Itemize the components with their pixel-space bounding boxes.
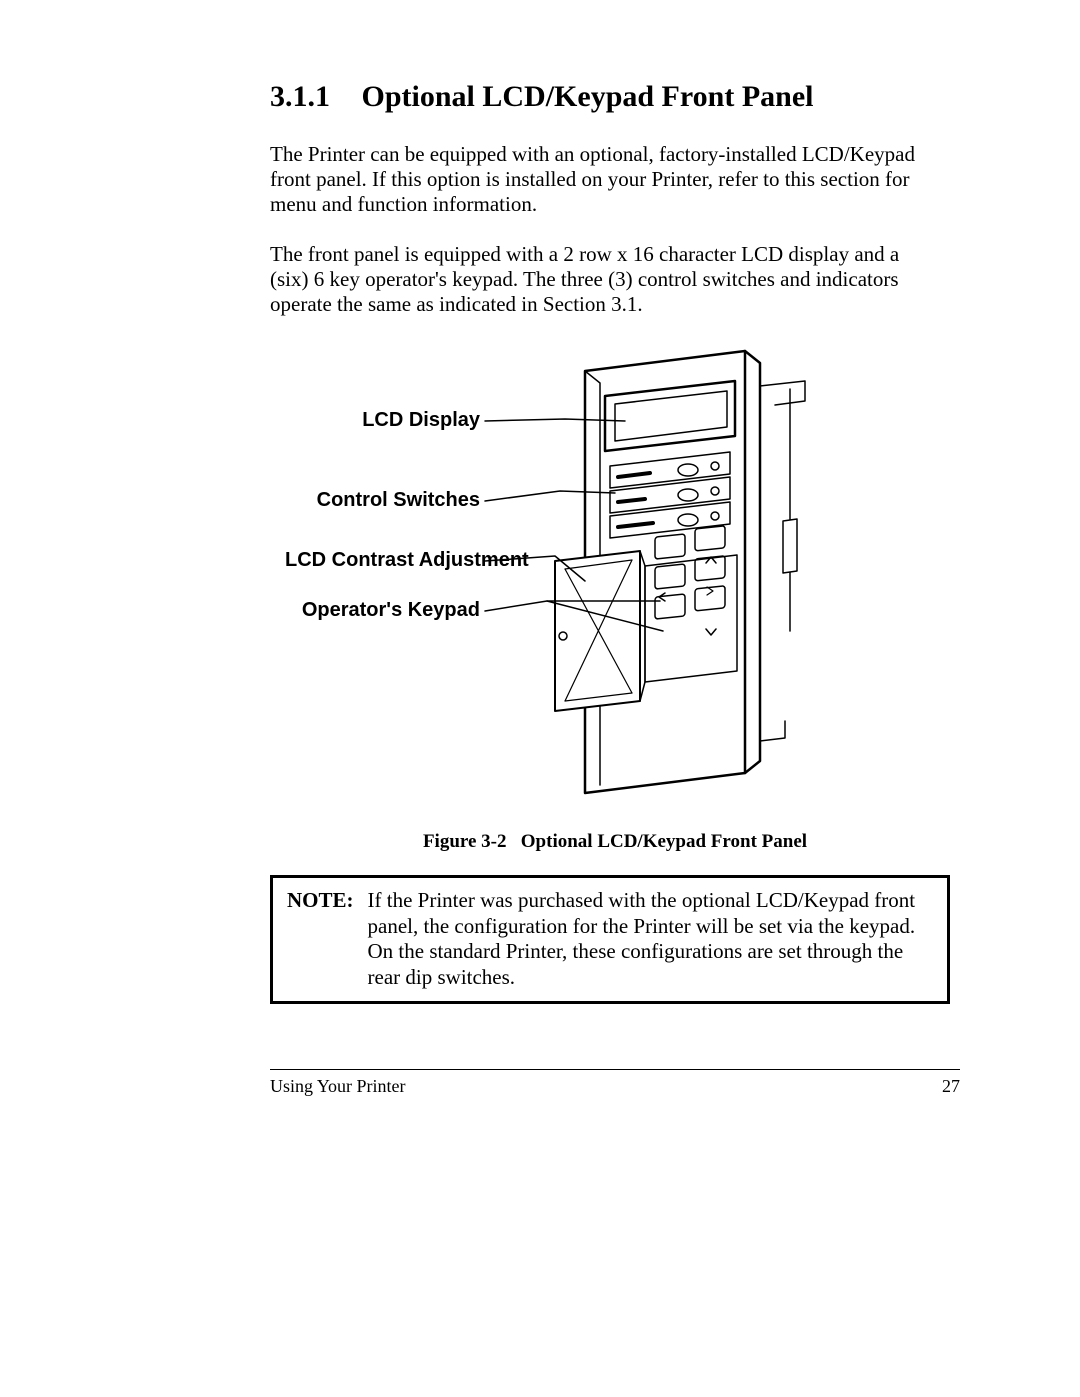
note-label: NOTE: — [287, 888, 354, 990]
label-contrast: LCD Contrast Adjustment — [285, 549, 480, 572]
note-box: NOTE: If the Printer was purchased with … — [270, 875, 950, 1003]
figure-3-2: LCD Display Control Switches LCD Contras… — [285, 341, 945, 811]
section-heading: 3.1.1 Optional LCD/Keypad Front Panel — [270, 80, 960, 114]
figure-caption-title: Optional LCD/Keypad Front Panel — [521, 831, 807, 852]
section-title: Optional LCD/Keypad Front Panel — [362, 80, 814, 113]
note-text: If the Printer was purchased with the op… — [368, 888, 933, 990]
footer-right: 27 — [942, 1076, 960, 1097]
paragraph-1: The Printer can be equipped with an opti… — [270, 142, 930, 218]
label-lcd-display: LCD Display — [285, 409, 480, 432]
paragraph-2: The front panel is equipped with a 2 row… — [270, 242, 930, 318]
footer-left: Using Your Printer — [270, 1076, 406, 1097]
label-control-switches: Control Switches — [285, 489, 480, 512]
section-number: 3.1.1 — [270, 80, 330, 114]
figure-caption-prefix: Figure 3-2 — [423, 831, 507, 852]
figure-caption: Figure 3-2 Optional LCD/Keypad Front Pan… — [270, 831, 960, 853]
document-page: 3.1.1 Optional LCD/Keypad Front Panel Th… — [0, 0, 1080, 1397]
label-operators-keypad: Operator's Keypad — [285, 599, 480, 622]
page-footer: Using Your Printer 27 — [270, 1069, 960, 1097]
